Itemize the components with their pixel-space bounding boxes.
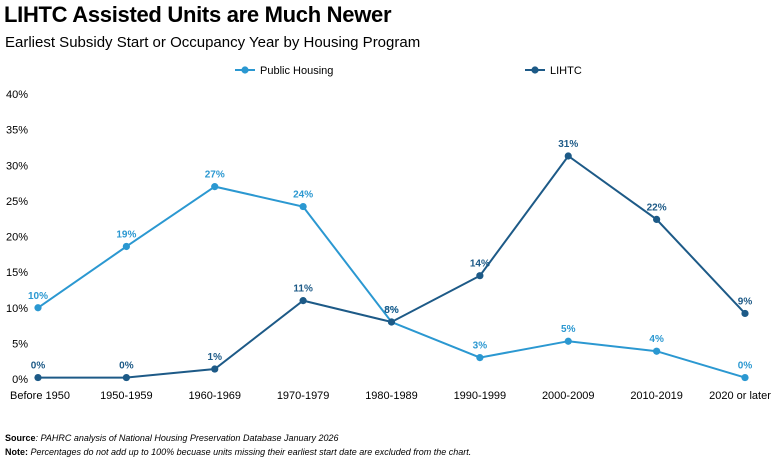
series-line — [37, 185, 746, 379]
data-label: 10% — [28, 291, 48, 302]
data-labels: 10%19%27%24%8%3%5%4%0%0% 0%1%11%8%14%31%2… — [28, 139, 752, 372]
legend-marker — [241, 66, 249, 74]
data-label: 14% — [470, 259, 490, 270]
data-point — [653, 215, 661, 223]
data-label: 8% — [384, 305, 399, 316]
chart-subtitle: Earliest Subsidy Start or Occupancy Year… — [5, 34, 421, 51]
y-axis: 0% 5% 10% 15% 20% 25% 30% 35% 40% — [6, 89, 28, 386]
data-label: 11% — [293, 284, 313, 295]
y-tick-label: 5% — [12, 338, 28, 350]
legend-marker — [531, 66, 539, 74]
source-text: : PAHRC analysis of National Housing Pre… — [35, 433, 339, 443]
data-point — [122, 373, 130, 382]
x-tick-label: 1970-1979 — [277, 390, 330, 402]
x-tick-label: 1980-1989 — [365, 390, 418, 402]
y-tick-label: 35% — [6, 125, 28, 137]
chart-note: Note: Percentages do not add up to 100% … — [5, 447, 471, 457]
x-tick-label: 2020 or later — [709, 390, 771, 402]
data-label: 22% — [647, 202, 667, 213]
x-tick-label: 2010-2019 — [630, 390, 683, 402]
data-point — [299, 297, 307, 305]
data-point — [34, 373, 42, 382]
data-label: 0% — [31, 361, 46, 372]
data-point — [653, 347, 661, 355]
data-point — [299, 202, 307, 211]
data-point — [476, 354, 484, 362]
legend-label: LIHTC — [550, 65, 582, 77]
legend-label: Public Housing — [260, 65, 333, 77]
note-text: Percentages do not add up to 100% becuas… — [28, 447, 472, 457]
x-tick-label: 1990-1999 — [454, 390, 507, 402]
x-tick-label: 1960-1969 — [188, 390, 241, 402]
x-axis: Before 1950 1950-1959 1960-1969 1970-1979 19… — [10, 390, 771, 402]
data-point — [211, 183, 219, 191]
data-point — [34, 304, 42, 312]
series-lines — [37, 154, 746, 379]
data-label: 3% — [473, 341, 488, 352]
data-label: 4% — [649, 334, 664, 345]
source-label: Source — [5, 433, 36, 443]
data-label: 24% — [293, 190, 313, 201]
series-line — [38, 154, 746, 379]
data-label: 27% — [205, 170, 225, 181]
legend: Public Housing LIHTC — [235, 65, 582, 77]
data-point — [564, 152, 572, 160]
data-label: 0% — [738, 361, 753, 372]
y-tick-label: 25% — [6, 196, 28, 208]
y-tick-label: 0% — [12, 374, 28, 386]
data-label: 19% — [116, 229, 136, 240]
data-label: 5% — [561, 324, 576, 335]
series-points — [34, 152, 749, 382]
data-label: 1% — [208, 352, 223, 363]
y-tick-label: 15% — [6, 267, 28, 279]
x-tick-label: 1950-1959 — [100, 390, 153, 402]
y-tick-label: 20% — [6, 232, 28, 244]
y-tick-label: 10% — [6, 303, 28, 315]
y-tick-label: 30% — [6, 160, 28, 172]
x-tick-label: Before 1950 — [10, 390, 70, 402]
data-point — [211, 365, 219, 373]
data-point — [387, 318, 396, 326]
data-label: 9% — [738, 296, 753, 307]
note-label: Note: — [5, 447, 28, 457]
x-tick-label: 2000-2009 — [542, 390, 595, 402]
data-point — [741, 309, 749, 318]
data-label: 0% — [119, 361, 134, 372]
chart-title: LIHTC Assisted Units are Much Newer — [4, 2, 392, 27]
data-point — [564, 337, 572, 345]
data-label: 8% — [384, 305, 399, 316]
y-tick-label: 40% — [6, 89, 28, 101]
data-point — [122, 242, 130, 251]
source-note: Source: PAHRC analysis of National Housi… — [5, 433, 339, 443]
data-label: 31% — [558, 139, 578, 150]
data-point — [741, 373, 749, 382]
data-point — [476, 272, 484, 280]
